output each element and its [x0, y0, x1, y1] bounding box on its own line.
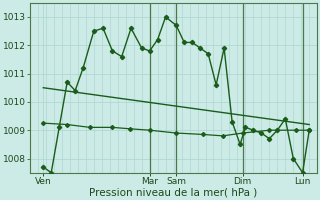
X-axis label: Pression niveau de la mer( hPa ): Pression niveau de la mer( hPa )	[90, 187, 258, 197]
